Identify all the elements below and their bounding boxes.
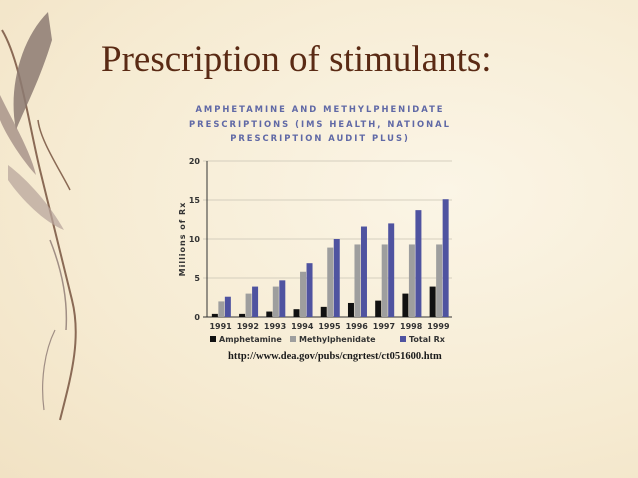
x-tick-label: 1992 bbox=[237, 322, 259, 331]
bar-total-rx-1997 bbox=[388, 223, 395, 317]
y-tick-label: 20 bbox=[189, 157, 201, 166]
bar-amphetamine-1998 bbox=[402, 293, 409, 317]
legend-swatch-amphetamine bbox=[210, 336, 216, 342]
bar-methylphenidate-1997 bbox=[381, 244, 388, 317]
x-tick-label: 1999 bbox=[427, 322, 450, 331]
legend-label-amphetamine: Amphetamine bbox=[219, 335, 282, 344]
bar-total-rx-1992 bbox=[252, 286, 259, 317]
bar-amphetamine-1994 bbox=[293, 309, 300, 317]
prescriptions-bar-chart: 0 5 10 15 20 Millions of Rx 1991 1992 1993 1994 19… bbox=[178, 157, 452, 344]
x-tick-label: 1994 bbox=[291, 322, 314, 331]
y-tick-label: 15 bbox=[189, 196, 201, 205]
bar-amphetamine-1992 bbox=[239, 313, 246, 317]
slide-title: Prescription of stimulants: bbox=[101, 39, 492, 80]
legend-swatch-methylphenidate bbox=[290, 336, 296, 342]
bar-amphetamine-1991 bbox=[211, 313, 218, 317]
bar-total-rx-1999 bbox=[442, 199, 449, 317]
y-tick-label: 5 bbox=[194, 274, 200, 283]
bar-methylphenidate-1998 bbox=[408, 244, 415, 317]
x-tick-label: 1997 bbox=[373, 322, 395, 331]
dried-leaf-decoration bbox=[0, 12, 77, 421]
bar-total-rx-1995 bbox=[333, 239, 340, 317]
bar-methylphenidate-1991 bbox=[218, 301, 225, 317]
legend-label-total-rx: Total Rx bbox=[409, 335, 446, 344]
bar-methylphenidate-1993 bbox=[272, 286, 279, 317]
x-tick-label: 1991 bbox=[209, 322, 232, 331]
bar-methylphenidate-1996 bbox=[354, 244, 361, 317]
bar-amphetamine-1993 bbox=[266, 311, 273, 317]
chart-title-line-2: PRESCRIPTIONS (IMS HEALTH, NATIONAL bbox=[189, 119, 451, 129]
source-url: http://www.dea.gov/pubs/cngrtest/ct05160… bbox=[228, 351, 442, 362]
chart-title-line-1: AMPHETAMINE AND METHYLPHENIDATE bbox=[195, 104, 445, 114]
bar-amphetamine-1997 bbox=[375, 300, 382, 317]
legend-swatch-total-rx bbox=[400, 336, 406, 342]
y-tick-label: 10 bbox=[189, 235, 201, 244]
bar-methylphenidate-1994 bbox=[300, 271, 307, 317]
bar-amphetamine-1995 bbox=[320, 306, 327, 317]
x-tick-label: 1995 bbox=[318, 322, 341, 331]
x-tick-label: 1998 bbox=[400, 322, 423, 331]
x-tick-label: 1993 bbox=[264, 322, 286, 331]
y-tick-label: 0 bbox=[194, 313, 200, 322]
bar-total-rx-1996 bbox=[360, 226, 367, 317]
x-tick-label: 1996 bbox=[346, 322, 369, 331]
bar-methylphenidate-1995 bbox=[327, 247, 334, 317]
bar-total-rx-1994 bbox=[306, 263, 313, 317]
bar-total-rx-1998 bbox=[415, 210, 422, 317]
bar-total-rx-1993 bbox=[279, 280, 286, 317]
bar-total-rx-1991 bbox=[224, 296, 231, 317]
bar-amphetamine-1999 bbox=[429, 286, 436, 317]
bar-methylphenidate-1999 bbox=[436, 244, 443, 317]
bar-amphetamine-1996 bbox=[347, 302, 354, 317]
y-axis-label: Millions of Rx bbox=[178, 202, 187, 277]
legend-label-methylphenidate: Methylphenidate bbox=[299, 335, 376, 344]
bar-methylphenidate-1992 bbox=[245, 293, 252, 317]
chart-title-line-3: PRESCRIPTION AUDIT PLUS) bbox=[230, 133, 410, 143]
